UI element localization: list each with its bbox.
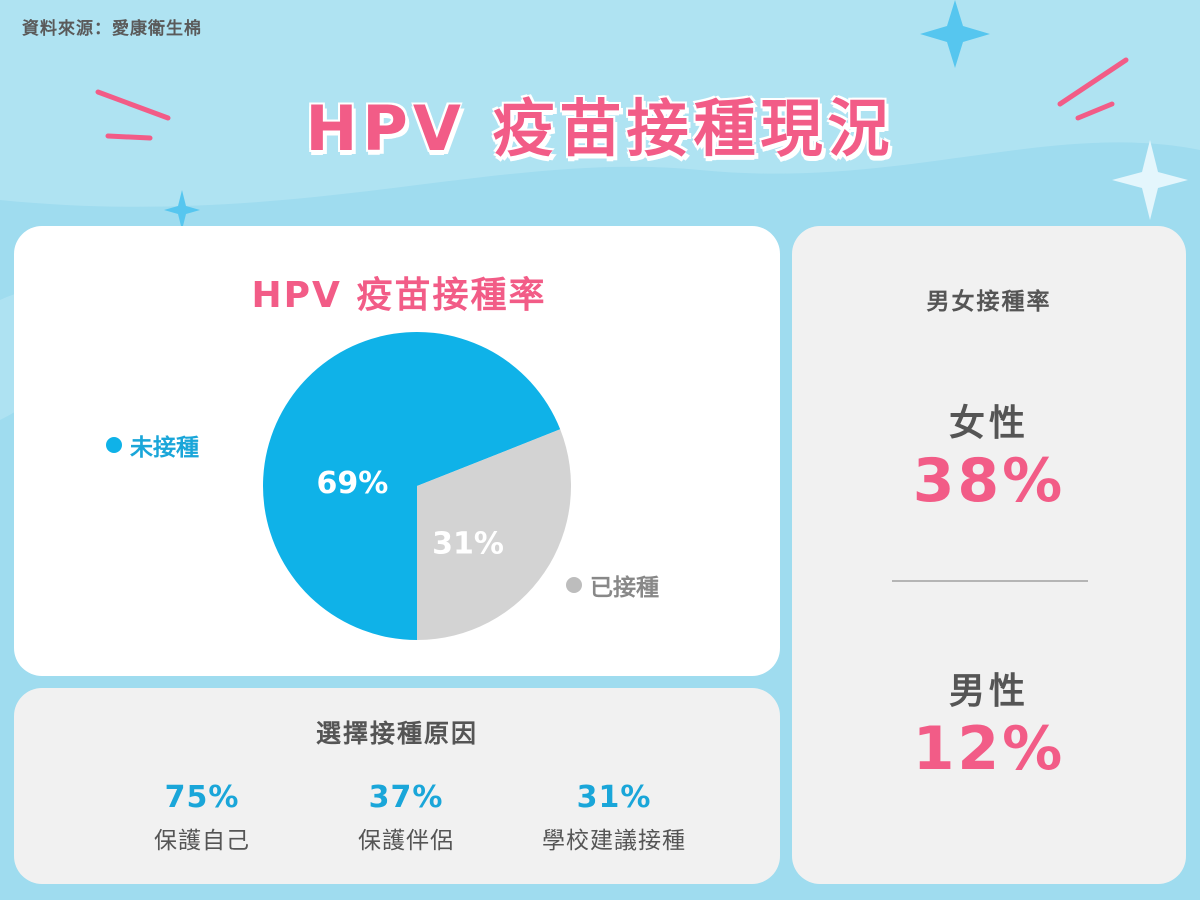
reason-item: 31% 學校建議接種: [504, 780, 724, 855]
page-title: HPV 疫苗接種現況: [305, 92, 895, 165]
gender-card-title: 男女接種率: [926, 289, 1052, 315]
female-label: 女性: [948, 403, 1029, 444]
reason-value: 31%: [576, 780, 652, 815]
reason-label: 保護自己: [154, 828, 250, 854]
vaccination-rate-card: 69% 31% HPV 疫苗接種率 未接種 已接種: [14, 226, 780, 676]
reason-label: 學校建議接種: [542, 828, 686, 854]
pie-data-label: 31%: [432, 527, 504, 562]
source-note: 資料來源：愛康衛生棉: [22, 19, 202, 39]
divider: [892, 580, 1088, 582]
male-label: 男性: [948, 671, 1029, 712]
chart-title: HPV 疫苗接種率: [251, 275, 547, 316]
legend-label: 未接種: [130, 435, 199, 461]
legend-dot-icon: [566, 577, 582, 593]
female-value: 38%: [912, 446, 1066, 516]
reasons-card: 選擇接種原因 75% 保護自己 37% 保護伴侶 31% 學校建議接種: [14, 688, 780, 884]
legend-label: 已接種: [590, 575, 659, 601]
reason-item: 37% 保護伴侶: [296, 780, 516, 855]
reason-item: 75% 保護自己: [92, 780, 312, 855]
pie-data-label: 69%: [316, 466, 388, 501]
male-value: 12%: [912, 714, 1066, 784]
legend-dot-icon: [106, 437, 122, 453]
gender-rate-card: 男女接種率 女性 38% 男性 12%: [792, 226, 1186, 884]
reasons-title: 選擇接種原因: [315, 719, 478, 748]
legend-item-unvaccinated: 未接種: [106, 428, 199, 462]
pie-slice-vaccinated: [417, 429, 572, 640]
pie-slice-unvaccinated: [263, 332, 561, 640]
reason-label: 保護伴侶: [358, 828, 454, 854]
legend-item-vaccinated: 已接種: [566, 568, 659, 602]
pie-chart: 69% 31%: [263, 332, 572, 640]
reason-value: 75%: [164, 780, 240, 815]
reason-value: 37%: [368, 780, 444, 815]
